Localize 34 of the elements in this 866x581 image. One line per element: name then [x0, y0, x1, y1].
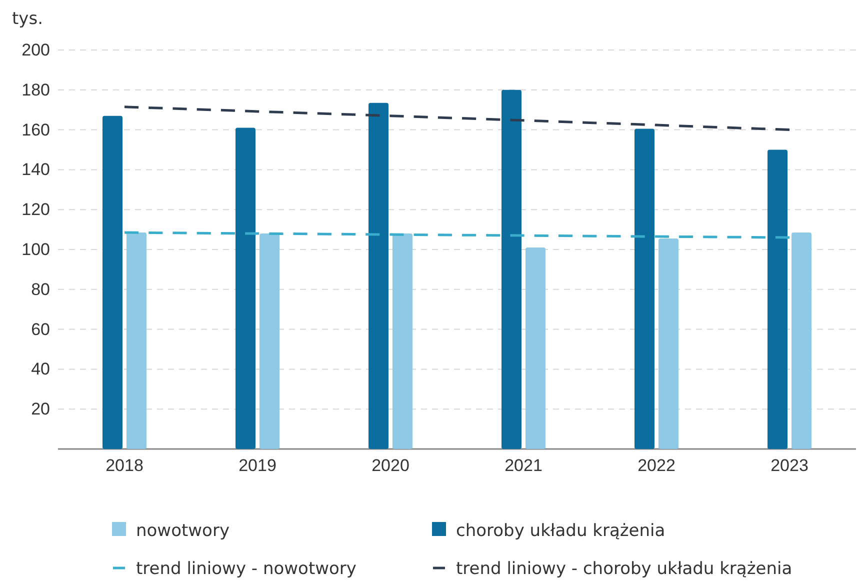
bar — [260, 234, 280, 449]
y-tick-label: 140 — [22, 160, 50, 180]
x-tick-label: 2018 — [106, 456, 144, 476]
x-tick-label: 2023 — [770, 456, 808, 476]
y-tick-label: 120 — [22, 200, 50, 220]
y-tick-label: 180 — [22, 80, 50, 100]
x-tick-label: 2019 — [238, 456, 276, 476]
legend-label: choroby układu krążenia — [456, 521, 666, 541]
bar — [392, 234, 412, 449]
x-tick-label: 2020 — [372, 456, 410, 476]
bar — [126, 232, 146, 449]
x-tick-label: 2022 — [638, 456, 676, 476]
y-tick-label: 100 — [22, 240, 50, 259]
y-tick-label: 60 — [31, 320, 50, 339]
legend-label: trend liniowy - nowotwory — [136, 559, 356, 579]
bar — [634, 128, 654, 449]
bar — [768, 150, 788, 449]
bar — [658, 238, 678, 449]
bar — [236, 128, 256, 449]
line-series — [123, 106, 791, 132]
y-axis-title: tys. — [12, 9, 43, 29]
bar — [102, 116, 122, 449]
legend-label: trend liniowy - choroby układu krążenia — [456, 559, 792, 579]
y-tick-label: 20 — [31, 400, 50, 419]
bar — [502, 90, 522, 449]
bar — [526, 248, 546, 449]
y-tick-label: 80 — [31, 280, 50, 299]
legend-label: nowotwory — [136, 521, 230, 541]
bar — [792, 232, 812, 449]
bar — [368, 102, 388, 449]
y-tick-label: 200 — [22, 40, 50, 60]
y-tick-label: 160 — [22, 120, 50, 140]
x-tick-label: 2021 — [504, 456, 542, 476]
y-tick-label: 40 — [31, 360, 50, 379]
